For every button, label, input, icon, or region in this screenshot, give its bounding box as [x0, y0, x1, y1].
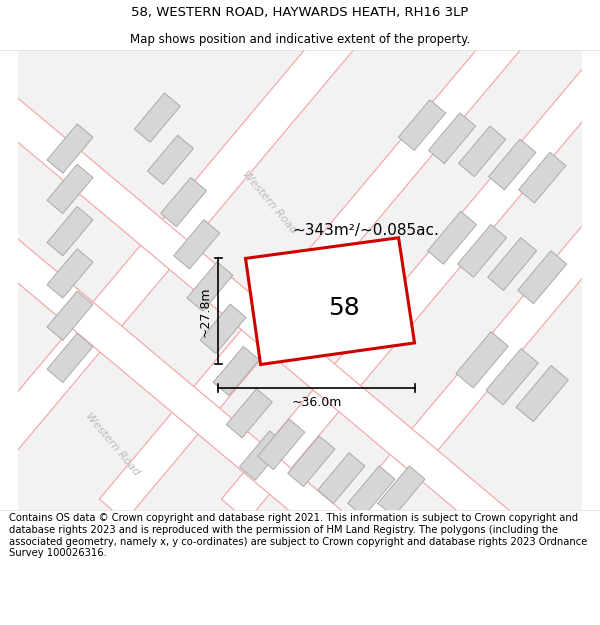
Polygon shape [456, 332, 508, 388]
Polygon shape [19, 50, 581, 510]
Polygon shape [257, 419, 305, 469]
Polygon shape [47, 124, 93, 173]
Polygon shape [226, 389, 272, 438]
Text: 58: 58 [328, 296, 360, 321]
Polygon shape [200, 304, 246, 353]
Polygon shape [486, 349, 538, 405]
Polygon shape [378, 466, 425, 516]
Text: ~343m²/~0.085ac.: ~343m²/~0.085ac. [292, 222, 439, 238]
Polygon shape [100, 10, 536, 521]
Polygon shape [221, 10, 600, 521]
Polygon shape [47, 207, 93, 256]
Polygon shape [353, 10, 600, 521]
Polygon shape [318, 452, 365, 503]
Polygon shape [239, 431, 286, 480]
Polygon shape [458, 224, 506, 278]
Polygon shape [148, 135, 193, 184]
Text: Western Road: Western Road [241, 169, 299, 236]
Polygon shape [161, 177, 206, 227]
Text: 58, WESTERN ROAD, HAYWARDS HEATH, RH16 3LP: 58, WESTERN ROAD, HAYWARDS HEATH, RH16 3… [131, 6, 469, 19]
Polygon shape [47, 333, 93, 382]
Polygon shape [0, 225, 600, 625]
Text: Map shows position and indicative extent of the property.: Map shows position and indicative extent… [130, 34, 470, 46]
Polygon shape [187, 262, 233, 311]
Polygon shape [398, 100, 446, 151]
Polygon shape [348, 466, 395, 516]
Polygon shape [245, 238, 415, 364]
Polygon shape [516, 366, 568, 422]
Polygon shape [488, 238, 536, 291]
Polygon shape [47, 291, 93, 340]
Polygon shape [134, 93, 181, 142]
Text: Western Road: Western Road [83, 411, 142, 478]
Polygon shape [0, 0, 415, 466]
Polygon shape [287, 436, 335, 486]
Polygon shape [213, 346, 259, 396]
Polygon shape [0, 84, 600, 625]
Text: Contains OS data © Crown copyright and database right 2021. This information is : Contains OS data © Crown copyright and d… [9, 514, 587, 558]
Polygon shape [458, 126, 506, 177]
Text: ~27.8m: ~27.8m [199, 286, 212, 337]
Polygon shape [174, 220, 220, 269]
Text: ~36.0m: ~36.0m [291, 396, 341, 409]
Polygon shape [518, 251, 567, 304]
Polygon shape [428, 211, 476, 264]
Polygon shape [47, 249, 93, 298]
Polygon shape [518, 152, 566, 203]
Polygon shape [47, 164, 93, 214]
Polygon shape [488, 139, 536, 190]
Polygon shape [428, 113, 476, 164]
